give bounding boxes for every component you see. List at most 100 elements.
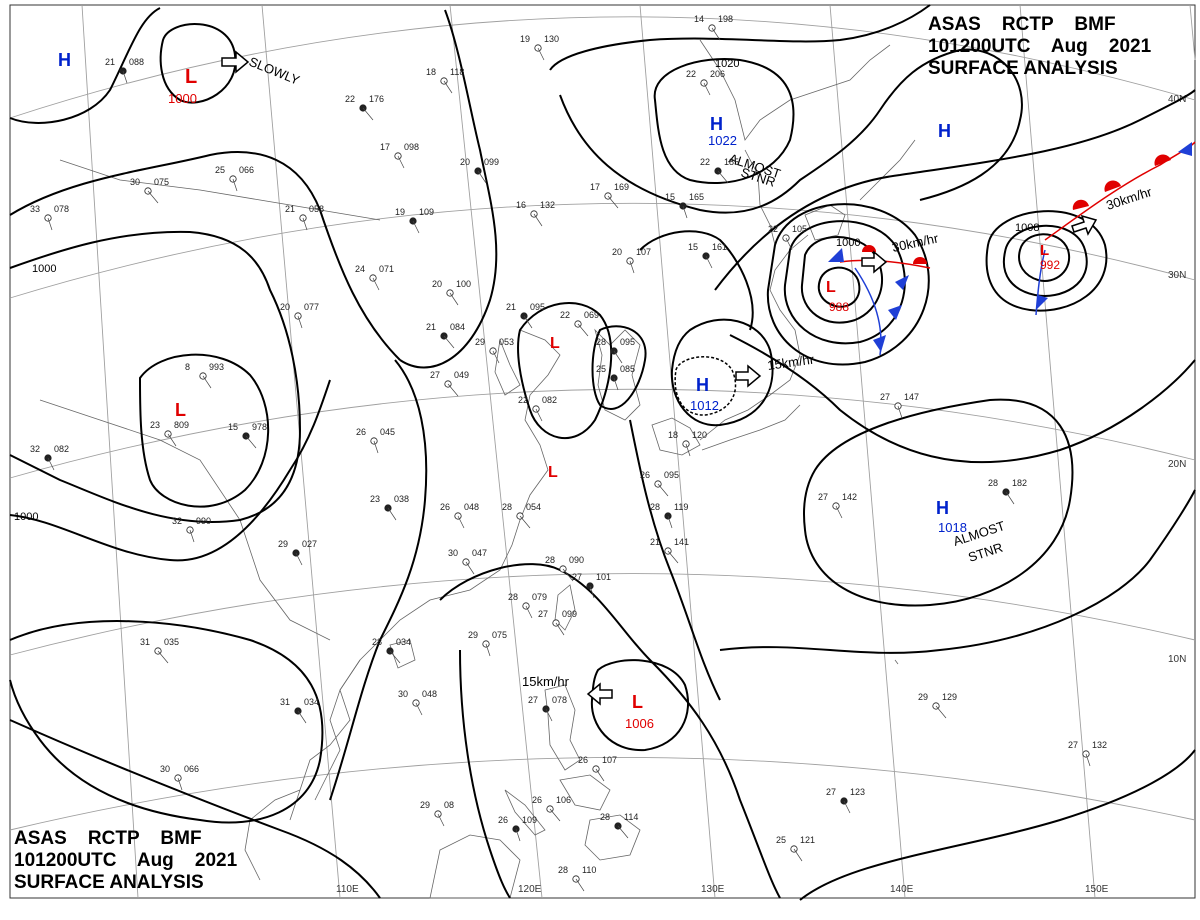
taiwan [554, 584, 576, 631]
station-temp: 26 [640, 470, 650, 480]
station-plot: 20 099 [460, 157, 499, 184]
station-wind-barb [1085, 753, 1091, 767]
station-wind-barb [657, 483, 669, 497]
station-pressure: 129 [942, 692, 957, 702]
hainan [389, 639, 416, 669]
station-temp: 30 [398, 689, 408, 699]
station-pressure: 123 [850, 787, 865, 797]
station-pressure: 054 [526, 502, 541, 512]
arrow-nw-low [221, 50, 250, 74]
station-temp: 24 [355, 264, 365, 274]
low-center-nw: L [185, 66, 197, 88]
station-temp: 32 [172, 516, 182, 526]
station-plot: 17 169 [590, 182, 629, 209]
station-wind-barb [1005, 491, 1015, 505]
station-temp: 28 [600, 812, 610, 822]
map-frame [9, 4, 1196, 899]
station-pressure: 147 [904, 392, 919, 402]
cold-front-tri-3 [888, 305, 902, 320]
station-temp: 26 [356, 427, 366, 437]
station-temp: 29 [918, 692, 928, 702]
station-temp: 29 [278, 539, 288, 549]
parallel-0 [9, 756, 1196, 831]
station-temp: 22 [686, 69, 696, 79]
fronts [828, 141, 1196, 356]
station-temp: 30 [160, 764, 170, 774]
station-plot: 20 107 [612, 247, 651, 274]
station-temp: 21 [426, 322, 436, 332]
station-pressure: 105 [792, 224, 807, 234]
warm-front-east-arc-1 [1072, 199, 1089, 210]
station-wind-barb [703, 82, 711, 96]
low-center-west: L [175, 400, 186, 420]
isobar-east-typhoon-mid [1002, 224, 1088, 297]
station-temp: 28 [545, 555, 555, 565]
lon-label-130e: 130E [701, 884, 725, 895]
station-pressure: 034 [304, 697, 319, 707]
meridian-160e [1189, 4, 1196, 61]
meridian-100e [81, 4, 139, 899]
station-plot: 19 130 [520, 34, 559, 61]
isobar-typhoon-core [817, 266, 861, 308]
station-pressure: 132 [540, 200, 555, 210]
station-pressure: 088 [129, 57, 144, 67]
station-pressure: 085 [620, 364, 635, 374]
cold-front-tri-1 [828, 248, 844, 262]
station-pressure: 176 [369, 94, 384, 104]
high-value-north: 1022 [708, 133, 737, 148]
warm-front-arc-1 [862, 245, 876, 252]
station-temp: 26 [440, 502, 450, 512]
high-center-north: H [710, 114, 723, 134]
station-pressure: 071 [379, 264, 394, 274]
station-plot: 25 121 [776, 835, 815, 862]
station-temp: 28 [508, 592, 518, 602]
station-pressure: 110 [582, 865, 596, 875]
station-temp: 27 [1068, 740, 1078, 750]
station-pressure: 109 [522, 815, 537, 825]
station-wind-barb [485, 643, 491, 657]
station-temp: 30 [130, 177, 140, 187]
isobar-east-south-band [729, 334, 1196, 464]
station-temp: 26 [532, 795, 542, 805]
station-wind-barb [685, 443, 691, 457]
header-line-3-bottom: SURFACE ANALYSIS [14, 872, 204, 893]
warm-front-east-arc-2 [1104, 180, 1121, 192]
station-wind-barb [523, 315, 533, 329]
station-temp: 27 [430, 370, 440, 380]
station-temp: 27 [880, 392, 890, 402]
station-temp: 22 [700, 157, 710, 167]
station-temp: 14 [694, 14, 704, 24]
station-plot: 25 066 [215, 165, 254, 192]
station-plot: 29 129 [918, 692, 957, 719]
station-temp: 28 [650, 502, 660, 512]
guam [894, 659, 899, 665]
station-plot: 31 034 [280, 697, 319, 724]
station-plot: 15 165 [665, 192, 704, 219]
station-wind-barb [167, 433, 177, 447]
header-line-3: SURFACE ANALYSIS [928, 58, 1118, 79]
isobar-sea-okhotsk [559, 48, 1023, 214]
station-plot: 27 142 [818, 492, 857, 519]
isobar-nw-low-outer [9, 7, 161, 124]
station-pressure: 049 [454, 370, 469, 380]
station-wind-barb [147, 190, 159, 204]
station-pressure: 100 [456, 279, 471, 289]
station-temp: 23 [150, 420, 160, 430]
station-pressure: 169 [614, 182, 629, 192]
station-plot: 30 048 [398, 689, 437, 716]
station-plot: 14 198 [694, 14, 733, 41]
station-temp: 28 [502, 502, 512, 512]
station-temp: 20 [612, 247, 622, 257]
station-plot: 22 185 [700, 157, 739, 184]
station-plot: 25 085 [596, 364, 635, 391]
isobar-pacific-high-1018 [803, 398, 1074, 607]
station-plot: 21 141 [650, 537, 689, 564]
isobar-north-arc [399, 9, 498, 369]
station-plot: 18 120 [668, 430, 707, 457]
station-temp: 17 [590, 182, 600, 192]
station-wind-barb [629, 260, 635, 274]
station-plot: 30 066 [160, 764, 199, 791]
station-plot: 24 071 [355, 264, 394, 291]
parallel-40n [9, 16, 1196, 119]
